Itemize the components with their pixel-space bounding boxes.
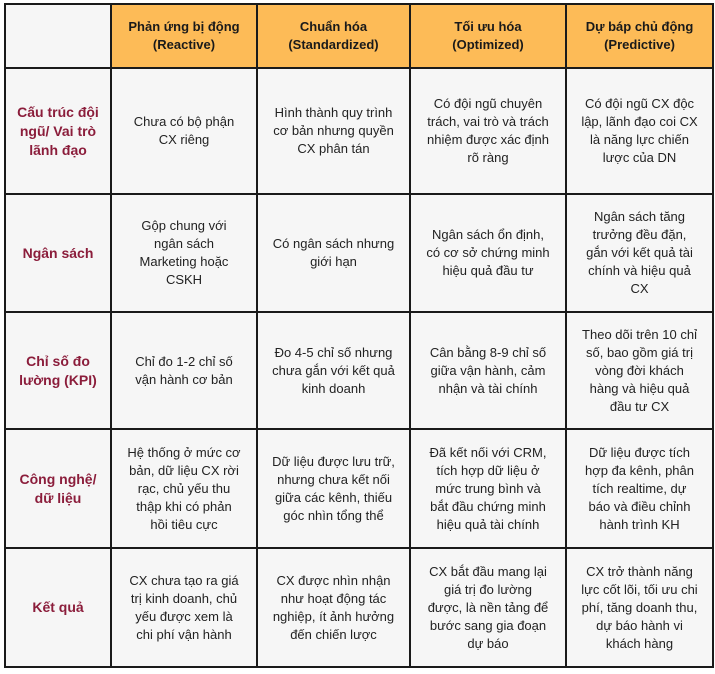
row-label: Kết quả: [4, 547, 112, 668]
row-label: Cấu trúc đội ngũ/ Vai trò lãnh đạo: [4, 67, 112, 195]
table-row: Chỉ số đo lường (KPI) Chỉ đo 1-2 chỉ số v…: [4, 311, 714, 430]
table-cell: CX chưa tạo ra giá trị kinh doanh, chủ y…: [110, 547, 258, 668]
table-cell: Có đội ngũ CX độc lập, lãnh đạo coi CX l…: [565, 67, 714, 195]
table-row: Cấu trúc đội ngũ/ Vai trò lãnh đạo Chưa c…: [4, 67, 714, 195]
table-cell: Ngân sách tăng trưởng đều đặn, gắn với k…: [565, 193, 714, 313]
cx-maturity-table: Phản ứng bị động (Reactive) Chuẩn hóa (Sta…: [4, 3, 714, 668]
column-subtitle: (Reactive): [152, 37, 216, 52]
table-cell: Có ngân sách nhưng giới hạn: [256, 193, 411, 313]
table-cell: CX trở thành năng lực cốt lõi, tối ưu ch…: [565, 547, 714, 668]
table-cell: CX được nhìn nhận như hoạt động tác nghi…: [256, 547, 411, 668]
table-cell: Có đội ngũ chuyên trách, vai trò và trác…: [409, 67, 567, 195]
table-cell: Chỉ đo 1-2 chỉ số vận hành cơ bản: [110, 311, 258, 430]
table-cell: Dữ liệu được lưu trữ, nhưng chưa kết nối…: [256, 428, 411, 549]
table-cell: Hình thành quy trình cơ bản nhưng quyền …: [256, 67, 411, 195]
column-subtitle: (Standardized): [288, 37, 379, 52]
table-row: Kết quả CX chưa tạo ra giá trị kinh doanh…: [4, 547, 714, 668]
table-cell: Dữ liệu được tích hợp đa kênh, phân tích…: [565, 428, 714, 549]
column-header-reactive: Phản ứng bị động (Reactive): [110, 3, 258, 69]
table-cell: Gộp chung với ngân sách Marketing hoặc C…: [110, 193, 258, 313]
table-row: Công nghệ/ dữ liệu Hệ thống ở mức cơ bản,…: [4, 428, 714, 549]
table-cell: Đo 4-5 chỉ số nhưng chưa gắn với kết quả…: [256, 311, 411, 430]
table-cell: Chưa có bộ phận CX riêng: [110, 67, 258, 195]
column-title: Phản ứng bị động: [128, 19, 240, 34]
row-label: Chỉ số đo lường (KPI): [4, 311, 112, 430]
column-title: Tối ưu hóa: [454, 19, 522, 34]
column-title: Chuẩn hóa: [299, 19, 368, 34]
table-cell: Đã kết nối với CRM, tích hợp dữ liệu ở m…: [409, 428, 567, 549]
table-cell: Cân bằng 8-9 chỉ số giữa vận hành, cảm n…: [409, 311, 567, 430]
header-row: Phản ứng bị động (Reactive) Chuẩn hóa (Sta…: [4, 3, 714, 69]
table-row: Ngân sách Gộp chung với ngân sách Marketi…: [4, 193, 714, 313]
column-subtitle: (Predictive): [604, 37, 675, 52]
corner-cell: [4, 3, 112, 69]
table-cell: Hệ thống ở mức cơ bản, dữ liệu CX rời rạ…: [110, 428, 258, 549]
row-label: Công nghệ/ dữ liệu: [4, 428, 112, 549]
table-cell: Theo dõi trên 10 chỉ số, bao gồm giá trị…: [565, 311, 714, 430]
column-title: Dự báp chủ động: [585, 19, 694, 34]
column-header-predictive: Dự báp chủ động (Predictive): [565, 3, 714, 69]
table-cell: CX bắt đầu mang lại giá trị đo lường đượ…: [409, 547, 567, 668]
table-cell: Ngân sách ổn định, có cơ sở chứng minh h…: [409, 193, 567, 313]
row-label: Ngân sách: [4, 193, 112, 313]
column-header-standardized: Chuẩn hóa (Standardized): [256, 3, 411, 69]
column-header-optimized: Tối ưu hóa (Optimized): [409, 3, 567, 69]
column-subtitle: (Optimized): [452, 37, 524, 52]
